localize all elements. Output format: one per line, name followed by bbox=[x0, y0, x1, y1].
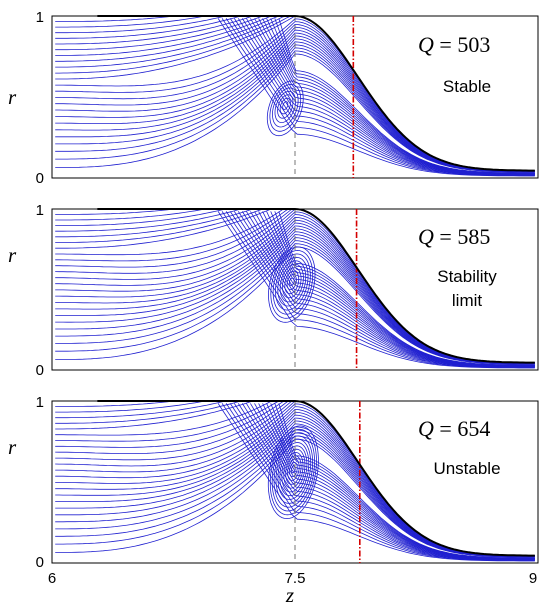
streamline bbox=[277, 94, 294, 119]
y-axis-label: r bbox=[8, 435, 17, 459]
free-surface-outline bbox=[97, 208, 535, 364]
y-tick-label: 1 bbox=[36, 202, 44, 219]
streamline bbox=[289, 462, 298, 478]
stability-condition-label: Stable bbox=[443, 77, 491, 96]
streamline bbox=[250, 403, 535, 560]
streamline bbox=[266, 211, 535, 366]
streamline bbox=[282, 101, 289, 110]
streamline bbox=[275, 438, 312, 504]
streamline bbox=[270, 249, 314, 319]
streamline bbox=[267, 425, 319, 520]
streamline bbox=[275, 256, 309, 311]
streamline bbox=[279, 97, 291, 115]
streamline bbox=[278, 403, 535, 559]
stability-condition-label: limit bbox=[452, 291, 482, 310]
streamline bbox=[258, 211, 535, 367]
panel-q585: 1 0 r Q = 585 Stability limit bbox=[8, 202, 539, 379]
streamline bbox=[271, 432, 315, 512]
x-tick-label: 6 bbox=[48, 570, 56, 587]
streamline bbox=[237, 18, 535, 176]
q-value-label: Q = 503 bbox=[418, 32, 490, 57]
streamline bbox=[277, 442, 310, 500]
y-tick-label: 0 bbox=[36, 362, 44, 379]
stability-condition-label: Unstable bbox=[433, 459, 500, 478]
streamline bbox=[221, 18, 535, 177]
streamline bbox=[274, 90, 296, 124]
streamline bbox=[281, 448, 306, 493]
streamline bbox=[269, 428, 317, 516]
panel-q503: 1 0 r Q = 503 Stable bbox=[8, 9, 539, 187]
streamline bbox=[258, 403, 535, 560]
streamline bbox=[268, 246, 316, 323]
streamline bbox=[269, 83, 302, 132]
y-tick-label: 0 bbox=[36, 170, 44, 187]
streamline bbox=[272, 253, 311, 315]
x-tick-label: 7.5 bbox=[285, 570, 306, 587]
streamline bbox=[273, 435, 313, 508]
free-surface-outline bbox=[97, 400, 535, 557]
streamline bbox=[278, 211, 535, 366]
free-surface-outline bbox=[97, 15, 535, 172]
y-axis-label: r bbox=[8, 243, 17, 267]
streamline bbox=[287, 458, 300, 481]
q-value-label: Q = 654 bbox=[418, 416, 490, 441]
streamline bbox=[266, 80, 304, 137]
x-tick-label: 9 bbox=[529, 570, 537, 587]
q-value-label: Q = 585 bbox=[418, 224, 490, 249]
streamline bbox=[282, 267, 302, 299]
streamline bbox=[283, 452, 304, 489]
streamline bbox=[258, 18, 535, 175]
y-tick-label: 1 bbox=[36, 9, 44, 26]
streamline bbox=[262, 211, 535, 367]
streamline bbox=[278, 18, 535, 174]
streamline bbox=[284, 270, 300, 295]
x-axis-label: z bbox=[285, 583, 294, 607]
panel-q654: 1 0 r Q = 654 Unstable 6 7.5 9 z bbox=[8, 394, 539, 607]
stability-condition-label: Stability bbox=[437, 267, 497, 286]
streamline bbox=[289, 277, 295, 286]
streamline bbox=[279, 445, 308, 497]
y-tick-label: 1 bbox=[36, 394, 44, 411]
y-axis-label: r bbox=[8, 85, 17, 109]
streamline bbox=[250, 18, 535, 175]
y-tick-label: 0 bbox=[36, 554, 44, 571]
